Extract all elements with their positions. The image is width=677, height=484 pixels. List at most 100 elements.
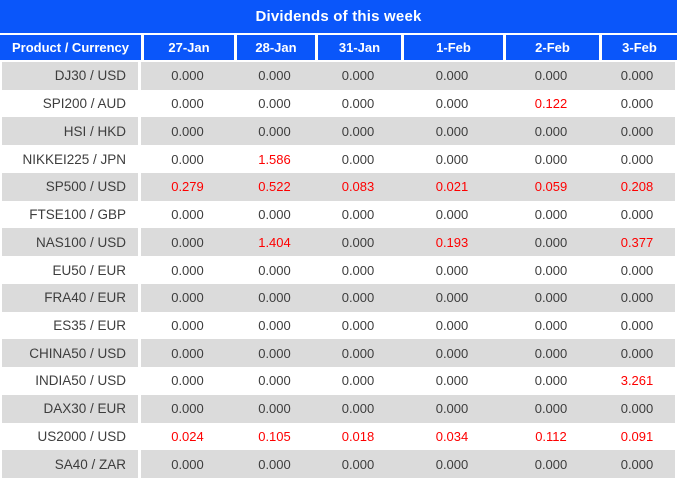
dividend-value-cell: 0.000	[315, 311, 401, 340]
column-header-date: 28-Jan	[234, 35, 315, 60]
dividend-value-cell: 0.000	[234, 339, 315, 368]
dividend-value-cell: 0.059	[503, 172, 599, 201]
dividend-value-cell: 0.034	[401, 422, 503, 451]
dividend-value-cell: 0.000	[503, 450, 599, 479]
dividend-value-cell: 0.000	[315, 145, 401, 173]
dividend-value-cell: 1.404	[234, 228, 315, 257]
product-cell: HSI / HKD	[0, 117, 141, 146]
table-row: NAS100 / USD 0.000 1.404 0.000 0.193 0.000 0.3…	[0, 228, 677, 257]
dividend-value-cell: 0.112	[503, 422, 599, 451]
dividend-value-cell: 0.000	[234, 450, 315, 479]
dividend-value-cell: 0.000	[234, 117, 315, 146]
dividend-value-cell: 0.000	[234, 311, 315, 340]
dividend-value-cell: 0.000	[315, 256, 401, 284]
dividend-value-cell: 0.000	[503, 117, 599, 146]
dividend-value-cell: 0.000	[141, 89, 234, 118]
product-cell: CHINA50 / USD	[0, 339, 141, 368]
column-header-date: 27-Jan	[141, 35, 234, 60]
column-header-date: 3-Feb	[599, 35, 677, 60]
dividend-value-cell: 0.000	[401, 367, 503, 395]
dividend-value-cell: 0.000	[599, 200, 677, 229]
dividend-value-cell: 0.105	[234, 422, 315, 451]
product-cell: US2000 / USD	[0, 422, 141, 451]
table-row: FRA40 / EUR 0.000 0.000 0.000 0.000 0.000 0.00…	[0, 283, 677, 312]
dividend-value-cell: 0.000	[141, 394, 234, 423]
dividend-value-cell: 0.018	[315, 422, 401, 451]
dividend-value-cell: 0.000	[599, 89, 677, 118]
product-cell: FTSE100 / GBP	[0, 200, 141, 229]
table-row: NIKKEI225 / JPN 0.000 1.586 0.000 0.000 0.000…	[0, 145, 677, 173]
product-cell: SPI200 / AUD	[0, 89, 141, 118]
dividend-value-cell: 0.000	[141, 256, 234, 284]
product-cell: ES35 / EUR	[0, 311, 141, 340]
dividend-value-cell: 0.000	[401, 450, 503, 479]
dividend-value-cell: 0.000	[599, 394, 677, 423]
product-cell: NAS100 / USD	[0, 228, 141, 257]
dividend-value-cell: 0.000	[234, 256, 315, 284]
dividend-value-cell: 0.000	[503, 394, 599, 423]
dividend-value-cell: 0.000	[315, 367, 401, 395]
product-cell: DAX30 / EUR	[0, 394, 141, 423]
dividend-value-cell: 0.000	[401, 256, 503, 284]
dividend-value-cell: 0.000	[599, 450, 677, 479]
dividend-value-cell: 0.000	[141, 311, 234, 340]
dividend-value-cell: 0.000	[599, 145, 677, 173]
dividend-value-cell: 0.000	[141, 117, 234, 146]
table-row: HSI / HKD 0.000 0.000 0.000 0.000 0.000 0.000	[0, 117, 677, 146]
dividend-value-cell: 0.000	[503, 145, 599, 173]
dividend-value-cell: 0.021	[401, 172, 503, 201]
dividend-value-cell: 0.000	[401, 339, 503, 368]
dividend-value-cell: 0.000	[234, 62, 315, 90]
dividend-value-cell: 0.193	[401, 228, 503, 257]
dividend-value-cell: 0.000	[141, 145, 234, 173]
table-row: DJ30 / USD 0.000 0.000 0.000 0.000 0.000 0.000	[0, 62, 677, 90]
dividend-value-cell: 0.000	[401, 200, 503, 229]
column-header-date: 2-Feb	[503, 35, 599, 60]
column-header-product: Product / Currency	[0, 35, 141, 60]
dividend-value-cell: 0.000	[401, 89, 503, 118]
table-title: Dividends of this week	[0, 0, 677, 33]
dividend-value-cell: 0.000	[141, 367, 234, 395]
table-row: US2000 / USD 0.024 0.105 0.018 0.034 0.112 0.0…	[0, 422, 677, 451]
dividend-value-cell: 0.000	[599, 256, 677, 284]
dividend-value-cell: 0.000	[141, 283, 234, 312]
dividend-value-cell: 0.091	[599, 422, 677, 451]
dividend-value-cell: 0.083	[315, 172, 401, 201]
dividend-value-cell: 0.000	[401, 394, 503, 423]
product-cell: SP500 / USD	[0, 172, 141, 201]
dividend-value-cell: 0.000	[503, 200, 599, 229]
product-cell: SA40 / ZAR	[0, 450, 141, 479]
dividend-value-cell: 0.000	[234, 367, 315, 395]
dividend-value-cell: 1.586	[234, 145, 315, 173]
dividend-value-cell: 0.000	[503, 367, 599, 395]
dividend-value-cell: 0.000	[141, 228, 234, 257]
dividend-value-cell: 0.000	[401, 145, 503, 173]
dividend-value-cell: 0.000	[315, 228, 401, 257]
dividend-value-cell: 3.261	[599, 367, 677, 395]
table-row: ES35 / EUR 0.000 0.000 0.000 0.000 0.000 0.000	[0, 311, 677, 340]
dividend-value-cell: 0.000	[401, 283, 503, 312]
dividend-value-cell: 0.000	[599, 62, 677, 90]
dividend-value-cell: 0.000	[599, 311, 677, 340]
dividend-value-cell: 0.000	[141, 62, 234, 90]
dividend-value-cell: 0.000	[234, 394, 315, 423]
dividend-value-cell: 0.000	[315, 394, 401, 423]
product-cell: EU50 / EUR	[0, 256, 141, 284]
table-row: EU50 / EUR 0.000 0.000 0.000 0.000 0.000 0.000	[0, 256, 677, 284]
dividend-value-cell: 0.208	[599, 172, 677, 201]
product-cell: INDIA50 / USD	[0, 367, 141, 395]
dividend-value-cell: 0.000	[234, 200, 315, 229]
table-row: CHINA50 / USD 0.000 0.000 0.000 0.000 0.000 0.…	[0, 339, 677, 368]
dividend-value-cell: 0.000	[315, 89, 401, 118]
dividend-value-cell: 0.000	[503, 311, 599, 340]
dividend-value-cell: 0.122	[503, 89, 599, 118]
dividend-value-cell: 0.377	[599, 228, 677, 257]
dividend-value-cell: 0.000	[315, 283, 401, 312]
dividend-value-cell: 0.000	[401, 311, 503, 340]
dividend-value-cell: 0.000	[401, 62, 503, 90]
dividend-value-cell: 0.000	[315, 450, 401, 479]
dividend-value-cell: 0.000	[141, 450, 234, 479]
dividend-value-cell: 0.000	[599, 339, 677, 368]
dividend-value-cell: 0.000	[503, 62, 599, 90]
